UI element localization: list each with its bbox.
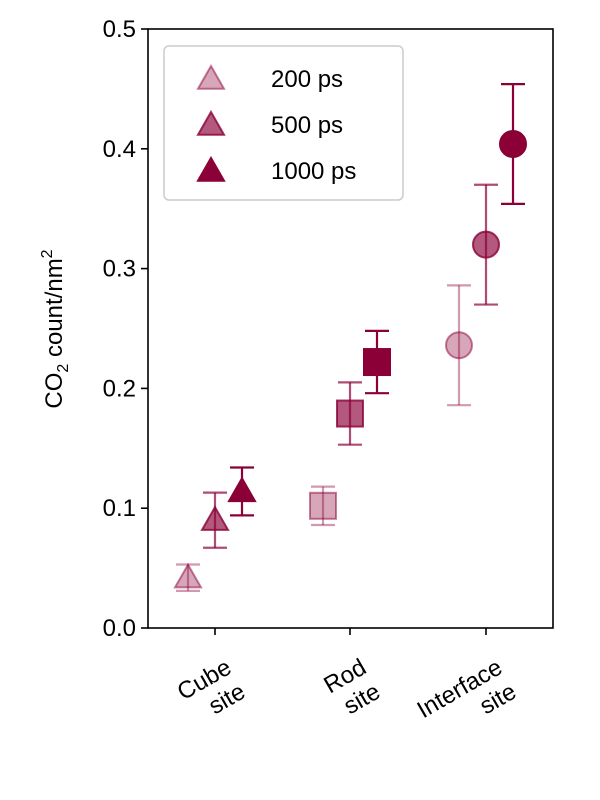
data-point — [336, 399, 364, 428]
y-label-middle: count/nm — [41, 258, 68, 363]
legend-marker — [196, 109, 226, 136]
data-point — [363, 348, 391, 377]
legend-label: 500 ps — [271, 112, 343, 139]
y-tick-label: 0.3 — [103, 256, 136, 283]
data-point — [309, 491, 337, 520]
legend-label: 1000 ps — [271, 158, 356, 185]
data-point — [227, 476, 257, 503]
y-tick-label: 0.2 — [103, 375, 136, 402]
data-point — [445, 331, 473, 360]
legend-marker — [196, 63, 226, 90]
legend: 200 ps 500 ps 1000 ps — [163, 45, 404, 201]
y-tick-label: 0.4 — [103, 136, 136, 163]
data-point — [200, 505, 230, 531]
data-point — [499, 130, 527, 159]
data-point — [173, 562, 203, 589]
y-label-subscript: 2 — [55, 364, 72, 373]
y-tick-label: 0.1 — [103, 495, 136, 522]
y-label-prefix: CO — [41, 373, 68, 409]
y-tick-label: 0.5 — [103, 16, 136, 43]
y-label-superscript: 2 — [39, 249, 56, 258]
legend-label: 200 ps — [271, 66, 343, 93]
y-axis-label: CO2 count/nm2 — [39, 249, 72, 408]
y-tick-label: 0.0 — [103, 615, 136, 642]
legend-marker — [196, 155, 226, 182]
legend-box — [163, 45, 404, 201]
data-point — [472, 230, 500, 259]
